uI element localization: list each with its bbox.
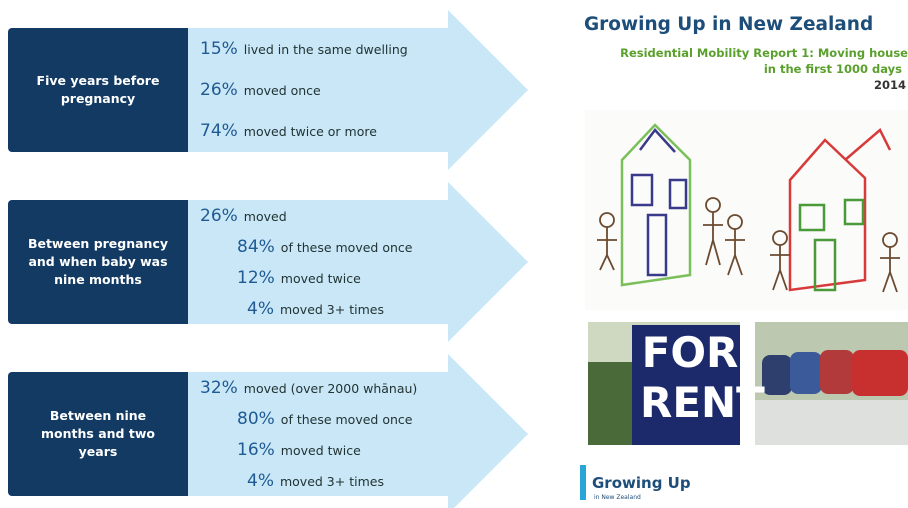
stat-row: 80% of these moved once	[237, 407, 412, 432]
sign-text: FOR RENT	[640, 328, 765, 428]
stat-row: 15% lived in the same dwelling	[200, 37, 408, 62]
stat-percent: 15%	[200, 38, 238, 59]
mailbox	[790, 352, 822, 394]
logo-bar	[580, 465, 586, 500]
cover-title: Growing Up in New Zealand	[584, 14, 874, 35]
cover-year: 2014	[873, 78, 906, 92]
house-sketch	[597, 123, 900, 293]
photo-ground	[755, 400, 908, 445]
stat-row: 16% moved twice	[237, 438, 361, 463]
sign-line: FOR	[641, 328, 739, 377]
stat-text: lived in the same dwelling	[243, 41, 408, 57]
stat-text: moved once	[243, 83, 321, 98]
arrow	[188, 10, 528, 170]
stat-row: 26% moved	[200, 204, 287, 229]
stat-text: moved 3+ times	[279, 301, 384, 317]
stat-text: moved (over 2000 whānau)	[243, 380, 418, 396]
stat-text: moved 3+ times	[279, 473, 384, 489]
logo: Growing Up	[592, 474, 691, 492]
stat-text: of these moved once	[280, 239, 413, 255]
stat-percent: 26%	[200, 205, 238, 226]
mailbox	[820, 350, 854, 394]
stat-percent: 16%	[237, 439, 275, 460]
arrow	[188, 182, 528, 342]
stat-row: 4% moved 3+ times	[247, 469, 384, 494]
cover-subtitle: Residential Mobility Report 1: Moving ho…	[620, 46, 908, 60]
stat-percent: 80%	[237, 408, 275, 429]
stat-text: moved twice	[280, 442, 361, 458]
stat-percent: 84%	[237, 236, 275, 257]
mailbox	[762, 355, 792, 395]
stat-percent: 26%	[200, 80, 238, 100]
stat-text: moved twice	[280, 270, 361, 286]
panel-label: Between pregnancy and when baby was nine…	[8, 200, 188, 324]
stat-row: 4% moved 3+ times	[247, 297, 384, 322]
stat-row: 12% moved twice	[237, 266, 361, 291]
panel-label: Between nine months and two years	[8, 372, 188, 496]
panel-label: Five years before pregnancy	[8, 28, 188, 152]
sign	[632, 325, 740, 445]
stat-percent: 32%	[200, 377, 238, 398]
stat-percent: 74%	[200, 121, 238, 142]
mailbox	[852, 350, 908, 396]
cover-subtitle: in the first 1000 days	[763, 62, 902, 76]
stat-row: 74% moved twice or more	[200, 119, 377, 144]
stat-text: moved	[243, 208, 287, 224]
arrow	[188, 354, 528, 508]
logo-sub: in New Zealand	[594, 494, 641, 501]
stat-percent: 12%	[237, 267, 275, 288]
stat-percent: 4%	[247, 470, 274, 491]
stat-row: 84% of these moved once	[237, 235, 412, 260]
stat-percent: 4%	[247, 298, 274, 319]
stat-row: 32% moved (over 2000 whānau)	[200, 376, 417, 401]
stat-text: moved twice or more	[243, 124, 377, 140]
sign-line: RENT	[640, 378, 765, 427]
stat-text: of these moved once	[280, 411, 413, 427]
stat-row: 26% moved once	[200, 78, 321, 103]
